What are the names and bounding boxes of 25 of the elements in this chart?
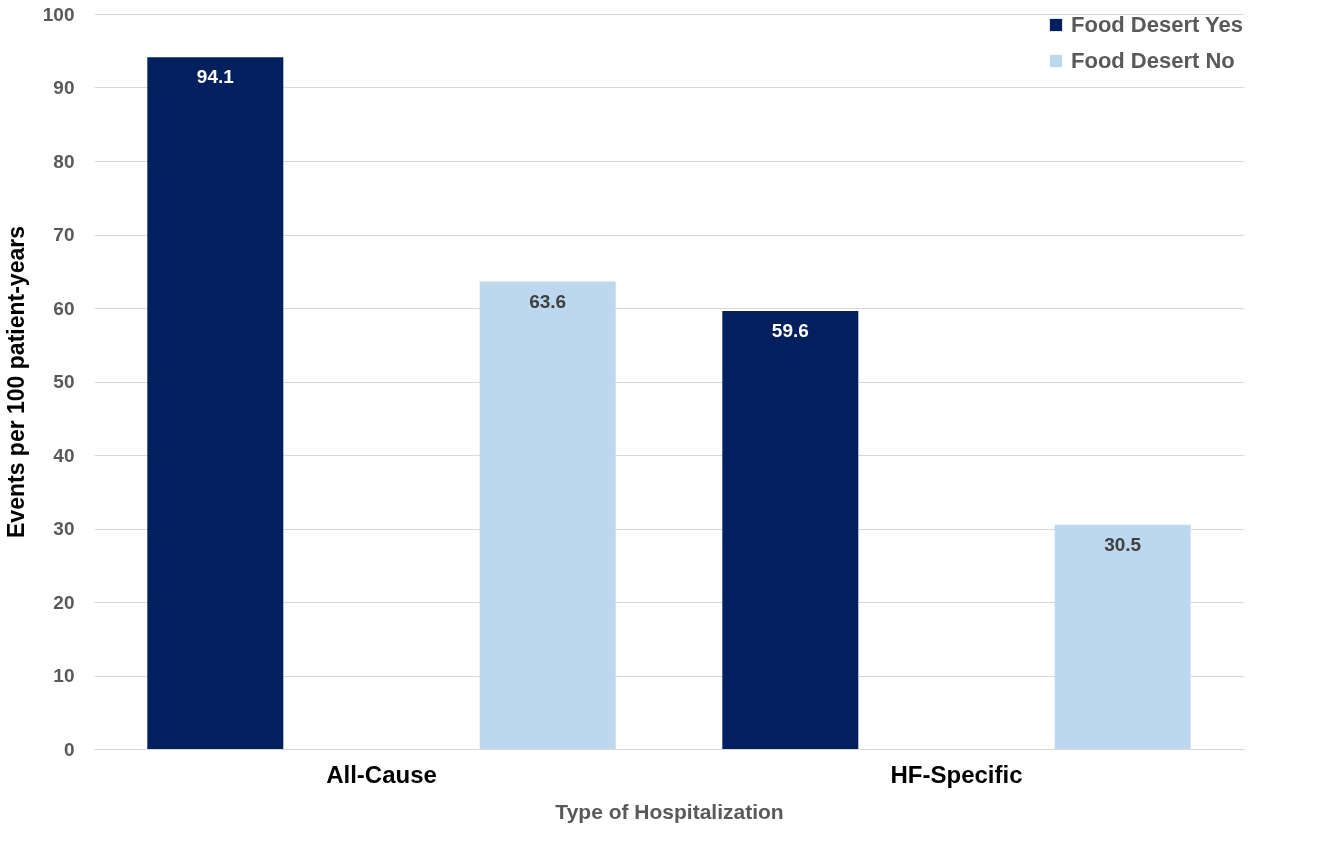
data-label: 59.6 bbox=[771, 319, 809, 341]
data-label: 30.5 bbox=[1104, 533, 1142, 555]
data-label: 63.6 bbox=[529, 290, 567, 312]
y-tick-label: 0 bbox=[63, 738, 75, 760]
legend-label: Food Desert Yes bbox=[1071, 12, 1243, 37]
y-tick-label: 20 bbox=[53, 591, 75, 613]
data-label: 94.1 bbox=[196, 66, 235, 88]
y-tick-label: 90 bbox=[53, 77, 75, 98]
y-tick-label: 30 bbox=[53, 518, 75, 539]
y-tick-label: 70 bbox=[53, 224, 75, 245]
x-tick-label: HF-Specific bbox=[890, 760, 1023, 788]
y-axis-title: Events per 100 patient-years bbox=[2, 226, 29, 538]
y-tick-label: 80 bbox=[53, 150, 75, 172]
x-tick-label: All-Cause bbox=[326, 760, 437, 788]
y-tick-label: 10 bbox=[53, 665, 75, 686]
x-axis-title: Type of Hospitalization bbox=[555, 799, 784, 823]
bar bbox=[1054, 524, 1191, 749]
y-tick-label: 40 bbox=[53, 444, 75, 466]
y-tick-label: 60 bbox=[53, 297, 75, 319]
y-tick-label: 100 bbox=[42, 3, 75, 25]
y-tick-label: 50 bbox=[53, 371, 75, 392]
bar bbox=[722, 310, 859, 749]
bar bbox=[479, 281, 616, 749]
bar bbox=[147, 57, 284, 749]
legend-label: Food Desert No bbox=[1071, 48, 1235, 73]
